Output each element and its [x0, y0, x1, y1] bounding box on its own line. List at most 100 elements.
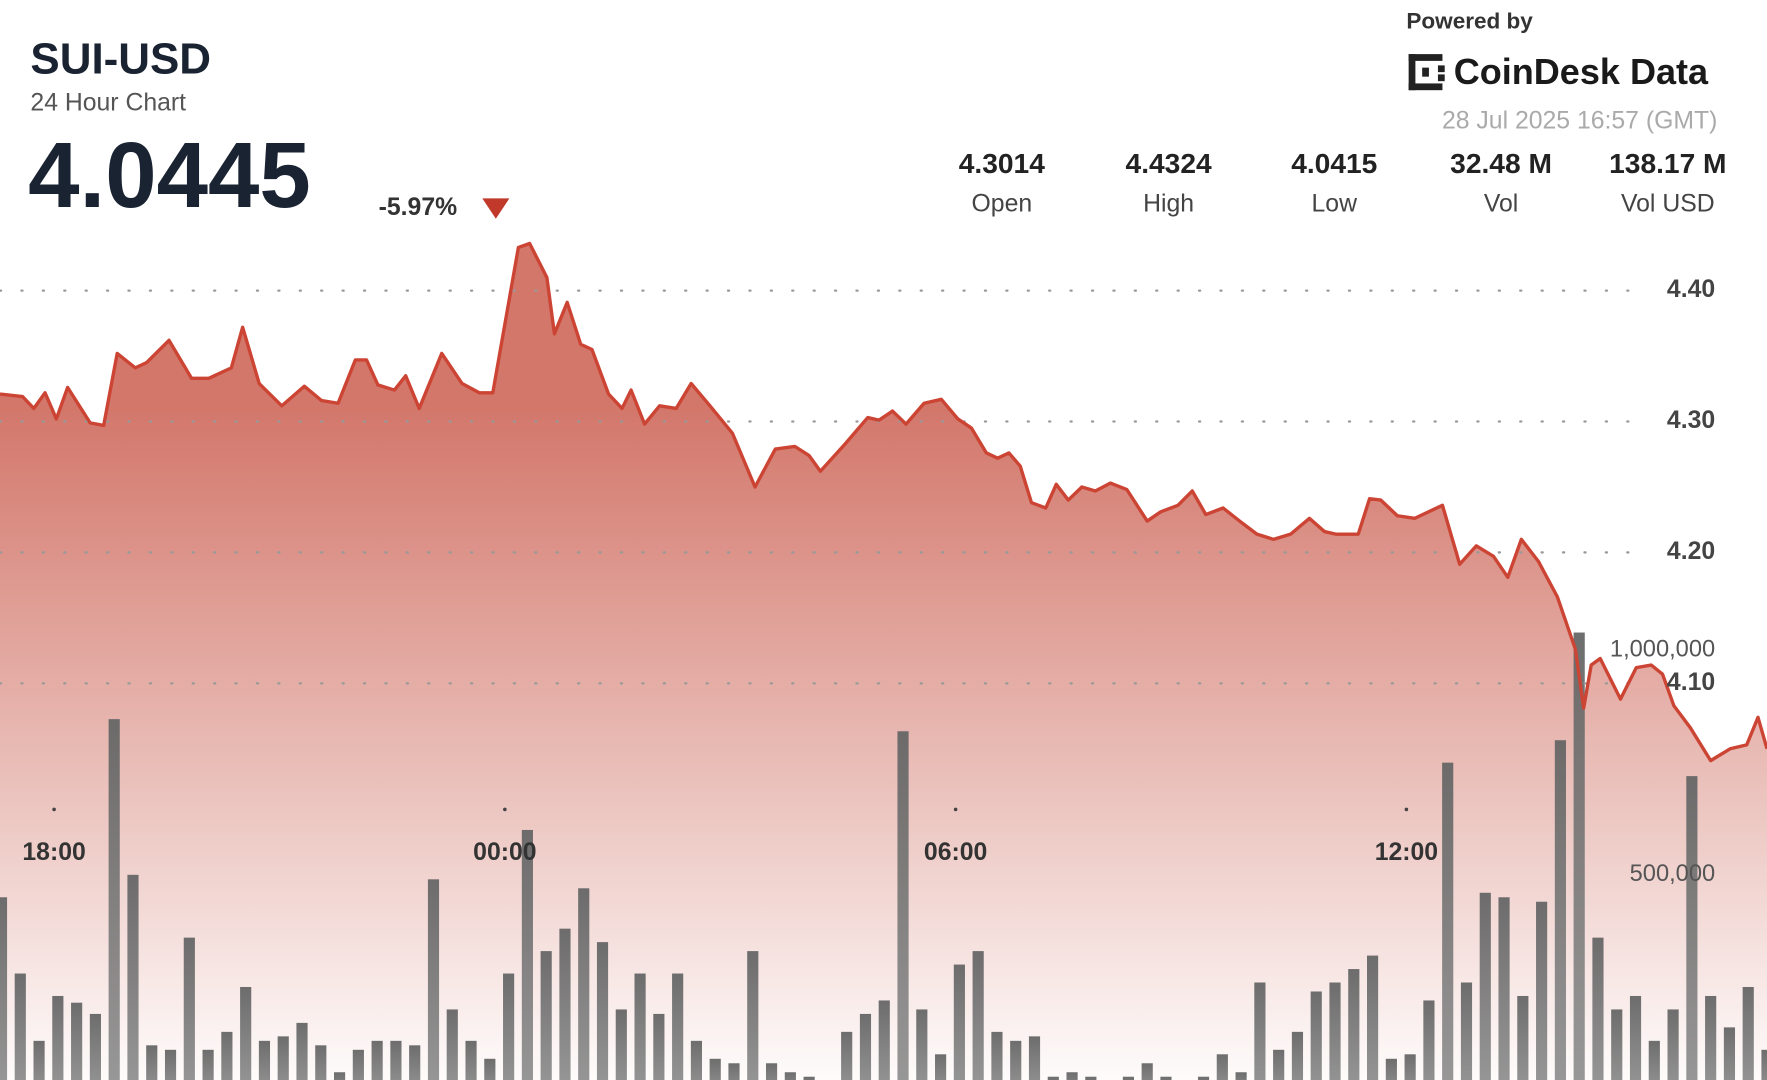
- volume-bar: [540, 951, 552, 1080]
- x-tick-mark: [953, 807, 958, 812]
- price-line: [0, 241, 1767, 763]
- volume-bar: [484, 1058, 496, 1080]
- stat-label: Vol USD: [1621, 191, 1715, 218]
- stat-value: 4.4324: [1126, 147, 1212, 179]
- volume-bar: [352, 1049, 364, 1080]
- volume-bar: [672, 973, 684, 1080]
- volume-bar: [1554, 740, 1566, 1080]
- volume-bar: [1385, 1058, 1397, 1080]
- x-tick-mark: [52, 807, 56, 812]
- volume-bar: [1761, 1049, 1767, 1080]
- volume-bar: [1028, 1036, 1041, 1080]
- volume-bar: [1197, 1076, 1210, 1080]
- volume-bar: [1479, 892, 1491, 1080]
- down-arrow: [482, 198, 510, 219]
- volume-bar: [1160, 1076, 1172, 1080]
- y-tick-label: 4.40: [1667, 276, 1715, 303]
- volume-bar: [1254, 982, 1266, 1080]
- brand: CoinDesk Data: [1454, 51, 1709, 92]
- y-tick-label: 4.10: [1667, 669, 1715, 696]
- volume-bar: [503, 973, 515, 1080]
- volume-bar: [71, 1002, 83, 1080]
- volume-bar: [1141, 1063, 1153, 1080]
- volume-bar: [221, 1031, 233, 1080]
- volume-bar: [803, 1076, 815, 1080]
- stat-value: 4.3014: [959, 147, 1045, 179]
- brand-logo: [1408, 54, 1445, 91]
- volume-bar: [1404, 1054, 1416, 1080]
- subtitle: 24 Hour Chart: [30, 89, 186, 116]
- label-layer: 4.10 4.20 4.30 4.40 18:00 00:00 06:00 12:00 500,…: [22, 276, 1715, 887]
- x-tick-mark: [1404, 807, 1409, 812]
- volume-bar: [596, 942, 609, 1080]
- volume-bar: [1667, 1009, 1679, 1080]
- timestamp: 28 Jul 2025 16:57 (GMT): [1442, 107, 1717, 134]
- plot: 4.10 4.20 4.30 4.40 18:00 00:00 06:00 12:00 500,…: [0, 241, 1767, 1080]
- stat-label: Open: [972, 191, 1033, 218]
- volume-bar: [89, 1013, 101, 1080]
- volume-bar: [897, 731, 909, 1080]
- volume-bar: [1611, 1009, 1623, 1080]
- price-area: [0, 243, 1767, 1080]
- volume-bar: [841, 1031, 853, 1080]
- volume-bar: [1216, 1054, 1228, 1080]
- volume-bar: [1592, 937, 1604, 1080]
- volume-bar: [1723, 1027, 1736, 1080]
- volume-bar: [1291, 1031, 1304, 1080]
- volume-bar: [1010, 1040, 1022, 1080]
- powered-by: Powered by: [1406, 8, 1533, 33]
- volume-bar: [521, 829, 533, 1080]
- volume-bar: [916, 1009, 928, 1080]
- volume-bar: [14, 973, 26, 1080]
- volume-bar: [33, 1040, 45, 1080]
- volume-bar: [108, 719, 120, 1080]
- volume-bar: [1085, 1076, 1097, 1080]
- volume-bar: [1442, 762, 1454, 1080]
- volume-bar: [634, 973, 646, 1080]
- volume-bar: [465, 1040, 477, 1080]
- volume-bar: [409, 1045, 421, 1080]
- x-tick-label: 06:00: [924, 839, 987, 866]
- volume-bar: [653, 1013, 665, 1080]
- volume-bar: [953, 964, 965, 1080]
- area-layer: [0, 243, 1767, 1080]
- stats: 4.3014 Open 4.4324 High 4.0415 Low 32.48 M Vol 1…: [959, 147, 1727, 218]
- volume-bar: [146, 1045, 158, 1080]
- volume-bar: [1536, 901, 1548, 1080]
- stat-value: 4.0415: [1291, 147, 1377, 179]
- volume-bar: [709, 1058, 721, 1080]
- volume-bar: [1705, 995, 1717, 1080]
- volume-bar: [935, 1054, 947, 1080]
- volume-bar: [859, 1013, 872, 1080]
- volume-bar: [390, 1040, 402, 1080]
- volume-bar: [427, 879, 440, 1080]
- volume-bar: [878, 1000, 890, 1080]
- volume-bar: [1460, 982, 1473, 1080]
- volume-bar: [1066, 1072, 1078, 1080]
- volume-bar: [1573, 632, 1585, 1080]
- volume-bar: [333, 1072, 346, 1080]
- price: 4.0445: [28, 123, 311, 227]
- change: -5.97%: [379, 194, 458, 221]
- volume-bar: [747, 951, 759, 1080]
- volume-bar: [1629, 995, 1642, 1080]
- volume-bar: [1273, 1049, 1285, 1080]
- volume-bar: [1329, 982, 1341, 1080]
- volume-bar: [240, 986, 252, 1080]
- volume-bar: [728, 1063, 740, 1080]
- volume-bar: [1047, 1076, 1059, 1080]
- volume-bar: [315, 1045, 327, 1080]
- volume-bar: [765, 1063, 778, 1080]
- volume-bar: [164, 1049, 177, 1080]
- volume-bar: [559, 928, 571, 1080]
- volume-bar: [277, 1036, 289, 1080]
- volume-bar: [578, 888, 590, 1080]
- x-tick-label: 18:00: [22, 839, 85, 866]
- volume-bar: [1648, 1040, 1660, 1080]
- y-tick-label: 4.20: [1667, 538, 1715, 565]
- volume-bar: [371, 1040, 383, 1080]
- volume-bar: [296, 1022, 308, 1080]
- volume-bar: [1122, 1076, 1134, 1080]
- volume-bar: [972, 951, 984, 1080]
